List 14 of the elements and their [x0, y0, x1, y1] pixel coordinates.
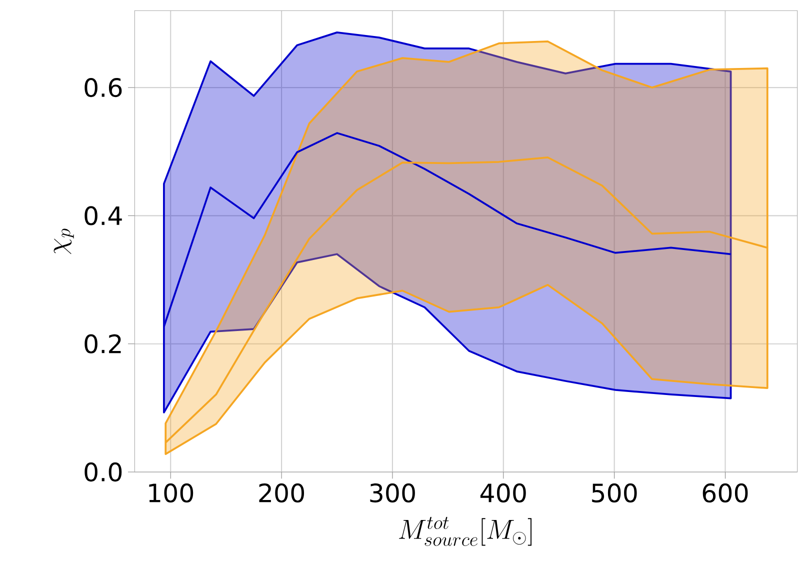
x-tick-label: 100: [149, 483, 194, 502]
x-tick-label: 200: [259, 483, 304, 502]
y-axis-title: $\chi_p$: [54, 228, 74, 254]
x-tick-label: 500: [592, 483, 637, 502]
y-tick-label: 0.2: [84, 334, 121, 354]
x-tick-label: 400: [480, 483, 526, 502]
line-series: [163, 132, 732, 328]
y-tick-label: 0.0: [84, 462, 122, 482]
x-axis-title: $M^{tot}_{source}[M_\odot]$: [398, 516, 532, 546]
x-tick-label: 600: [702, 483, 748, 502]
y-tick-label: 0.6: [84, 78, 122, 97]
x-tick-label: 300: [370, 483, 415, 502]
y-tick-label: 0.4: [84, 206, 122, 226]
line-series: [164, 156, 768, 444]
